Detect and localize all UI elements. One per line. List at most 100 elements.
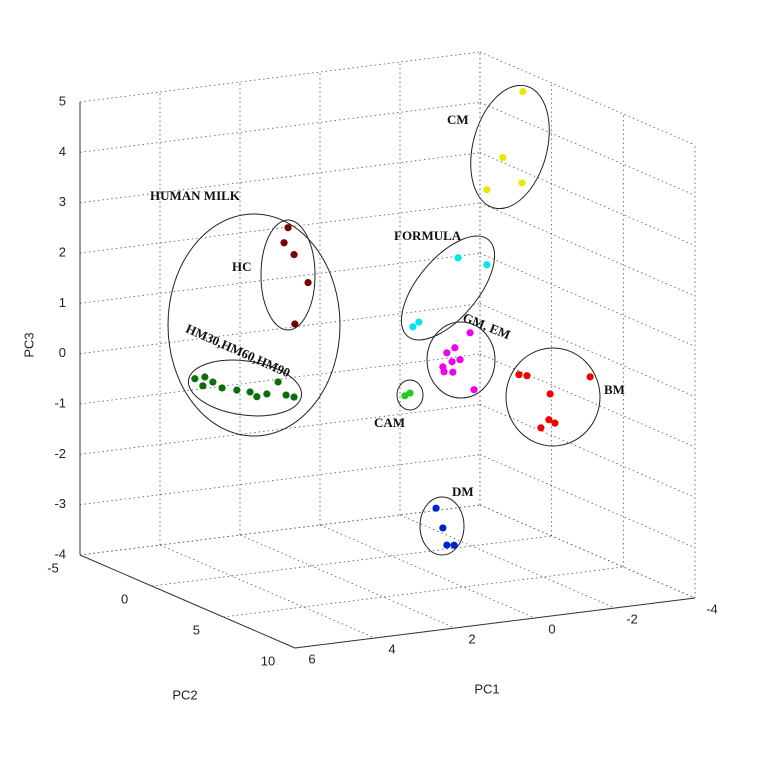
point	[551, 419, 559, 427]
z-tick-label: -3	[54, 496, 66, 511]
grid-line	[479, 504, 696, 599]
point	[246, 388, 254, 396]
point	[466, 329, 474, 337]
grid-line	[479, 303, 696, 398]
z-tick-label: 3	[59, 194, 66, 209]
grid-line	[479, 353, 696, 448]
z-tick-label: 5	[59, 93, 66, 108]
point	[218, 384, 226, 392]
point	[253, 393, 261, 401]
point	[439, 524, 447, 532]
point	[291, 320, 299, 328]
point	[284, 224, 292, 232]
point	[443, 349, 451, 357]
annotation: CAM	[374, 415, 405, 430]
x-tick-label: 2	[468, 631, 475, 646]
point	[415, 318, 423, 326]
ellipse	[167, 213, 341, 437]
point	[586, 373, 594, 381]
point	[201, 373, 209, 381]
x-tick-label: 4	[388, 641, 395, 656]
grid-line	[79, 152, 481, 204]
point	[523, 372, 531, 380]
ellipse	[426, 321, 496, 399]
point	[519, 88, 527, 96]
grid-line	[223, 566, 624, 618]
point	[263, 390, 271, 398]
z-tick-label: 4	[59, 144, 66, 159]
point	[499, 153, 507, 162]
grid-line	[79, 454, 481, 506]
point	[409, 323, 417, 331]
y-tick-label: 10	[261, 653, 275, 668]
ellipse	[187, 359, 303, 417]
ellipse	[419, 496, 465, 556]
grid-line	[479, 202, 696, 297]
grid-line	[159, 544, 376, 639]
point	[546, 390, 554, 398]
grid-line	[79, 403, 481, 455]
x-tick-label: -2	[626, 611, 638, 626]
x-tick-label: -4	[706, 601, 718, 616]
grid-line	[239, 534, 456, 629]
z-tick-label: 2	[59, 244, 66, 259]
z-tick-label: 1	[59, 295, 66, 310]
annotation: BM	[604, 382, 625, 397]
grid-line	[79, 252, 481, 304]
annotation: CM	[447, 112, 469, 127]
point	[449, 368, 457, 376]
points	[191, 88, 594, 549]
y-tick-label: 0	[121, 591, 128, 606]
z-tick-label: -1	[54, 395, 66, 410]
x-tick-label: 6	[308, 651, 315, 666]
grid-line	[79, 303, 481, 355]
z-tick-label: 0	[59, 345, 66, 360]
y-tick-label: -5	[47, 560, 59, 575]
annotation: HM30,HM60,HM90	[184, 321, 293, 381]
ellipse	[470, 84, 550, 210]
point	[450, 541, 458, 549]
ellipse	[505, 347, 601, 447]
y-axis-label: PC2	[172, 687, 197, 702]
grid-line	[479, 252, 696, 347]
point	[432, 504, 440, 512]
point	[515, 371, 523, 379]
annotations: CM HUMAN MILK HC HM30,HM60,HM90 FORMULA …	[150, 112, 625, 499]
point	[448, 358, 456, 366]
point	[454, 254, 462, 262]
ellipse	[260, 219, 316, 331]
z-axis-label: PC3	[21, 332, 36, 357]
point	[191, 375, 199, 383]
point	[456, 356, 464, 364]
point	[483, 261, 491, 269]
grid-line	[479, 152, 696, 247]
grid-line	[79, 101, 481, 153]
point	[537, 424, 545, 432]
x-axis-label: PC1	[474, 681, 499, 696]
point	[274, 378, 282, 386]
point	[233, 386, 241, 394]
grid-line	[151, 535, 552, 587]
point	[483, 186, 491, 194]
axis-line	[294, 597, 696, 649]
point	[209, 378, 217, 386]
axis-line	[79, 554, 296, 649]
point	[406, 389, 414, 397]
ellipse	[396, 379, 424, 411]
point	[199, 382, 207, 390]
point	[440, 368, 448, 376]
x-tick-label: 0	[548, 621, 555, 636]
grid-line	[79, 51, 481, 103]
z-tick-label: -4	[54, 546, 66, 561]
grid-line	[319, 524, 536, 619]
cluster-outlines	[167, 84, 601, 556]
grid-line	[399, 514, 616, 609]
y-tick-label: 5	[193, 622, 200, 637]
grid-line	[479, 403, 696, 498]
point	[545, 416, 553, 424]
point	[518, 179, 526, 187]
annotation: FORMULA	[394, 228, 462, 243]
ellipse	[400, 235, 496, 341]
grid	[79, 51, 696, 649]
